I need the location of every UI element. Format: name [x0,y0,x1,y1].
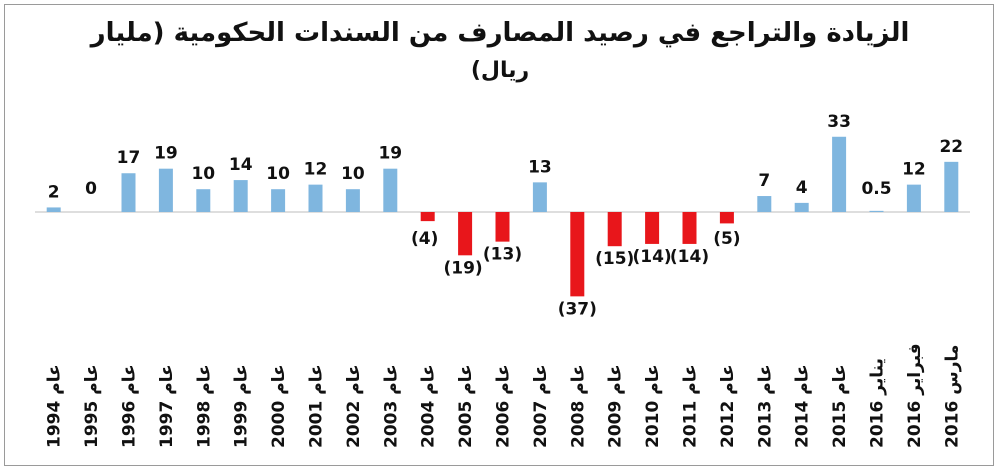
category-tick-label: يناير 2016 [868,358,888,448]
data-label: 10 [191,164,215,184]
bar [308,184,323,212]
data-label: 13 [528,157,552,177]
data-label: (13) [483,245,522,265]
bar [46,207,61,212]
data-label: 17 [117,148,141,168]
category-tick-label: 1997 عام [157,364,177,448]
data-label: 4 [796,178,808,198]
data-label: (19) [443,258,482,278]
category-tick-label: 2007 عام [531,364,551,448]
category-tick-label: 2011 عام [681,364,701,448]
data-label: 12 [902,160,926,180]
data-label: (14) [670,247,709,267]
data-label: 2 [48,182,60,202]
category-tick-label: فبراير 2016 [905,343,925,448]
bar [869,210,884,212]
category-tick-label: 1996 عام [120,364,140,448]
chart-title: الزيادة والتراجع في رصيد المصارف من السن… [0,14,1000,90]
category-tick-label: 1999 عام [232,364,252,448]
data-label: 10 [266,164,290,184]
category-tick-label: 2015 عام [830,364,850,448]
data-label: 33 [827,112,851,132]
category-tick-label: 2003 عام [381,364,401,448]
category-tick-label: 2008 عام [568,364,588,448]
category-tick-label: 2014 عام [793,364,813,448]
bar [420,212,435,222]
data-label: 10 [341,164,365,184]
bar [645,212,660,244]
bar [607,212,622,247]
category-tick-label: 1998 عام [194,364,214,448]
data-label: 12 [304,160,328,180]
chart-title-line2: ريال) [470,58,530,83]
data-label: 19 [154,144,178,164]
bar [233,180,248,212]
category-tick-label: مارس 2016 [942,345,962,448]
bar [757,196,772,212]
category-tick-label: 2004 عام [419,364,439,448]
bar [906,184,921,212]
category-tick-label: 1995 عام [82,364,102,448]
data-label: (5) [713,229,740,249]
bar [121,173,136,212]
category-tick-label: 2000 عام [269,364,289,448]
bar [532,182,547,212]
data-label: 19 [378,144,402,164]
chart-title-line1: الزيادة والتراجع في رصيد المصارف من السن… [90,18,910,48]
category-tick-label: 2009 عام [606,364,626,448]
data-label: (37) [558,299,597,319]
bar [271,189,286,212]
data-label: 22 [939,137,963,157]
category-tick-label: 2005 عام [456,364,476,448]
bar [383,168,398,212]
bar [682,212,697,244]
category-tick-label: 2006 عام [494,364,514,448]
category-tick-label: 2013 عام [755,364,775,448]
category-tick-label: 2012 عام [718,364,738,448]
bar [345,189,360,212]
data-label: 14 [229,155,253,175]
data-label: (15) [595,249,634,269]
bar [570,212,585,297]
bar [719,212,734,224]
bar [794,202,809,212]
data-label: (14) [632,247,671,267]
bar [196,189,211,212]
bar [458,212,473,256]
bar [158,168,173,212]
bar [495,212,510,242]
data-label: (4) [411,229,438,249]
data-label: 7 [758,171,770,191]
category-tick-label: 1994 عام [45,364,65,448]
data-label: 0 [85,179,97,199]
category-tick-label: 2002 عام [344,364,364,448]
bar [944,161,959,212]
category-tick-label: 2010 عام [643,364,663,448]
category-tick-label: 2001 عام [307,364,327,448]
bar [832,136,847,212]
data-label: 0.5 [861,179,891,199]
